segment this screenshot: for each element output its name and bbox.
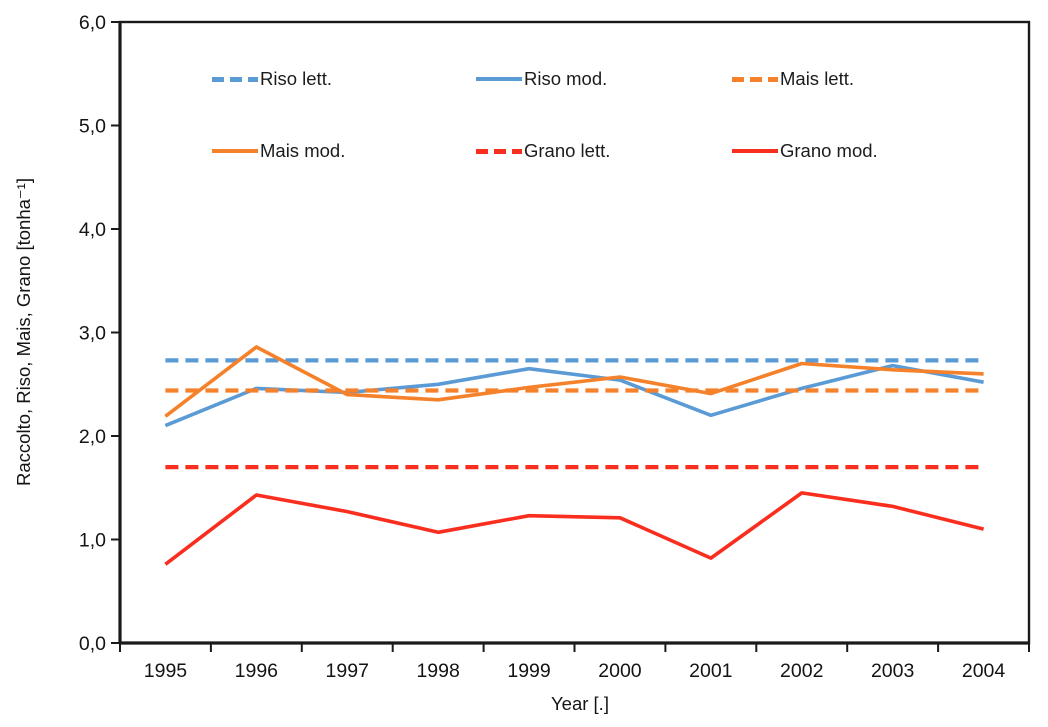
legend-item-mais-mod: Mais mod.: [212, 138, 345, 164]
y-tick-label: 4,0: [79, 219, 106, 241]
x-tick-label: 2000: [598, 660, 642, 682]
series-grano-mod: [164, 491, 985, 566]
y-tick-label: 1,0: [79, 530, 106, 552]
x-axis-title: Year [.]: [551, 693, 609, 714]
legend-item-grano-lett: Grano lett.: [476, 138, 610, 164]
series-riso-mod: [164, 363, 984, 428]
x-tick-label: 1999: [507, 660, 550, 682]
y-tick-label: 6,0: [79, 12, 106, 34]
y-tick-label: 0,0: [79, 633, 106, 655]
grano-mod-line-sample-icon: [732, 149, 778, 153]
grano-lett-line-sample-icon: [476, 148, 522, 154]
x-tick-label: 1995: [144, 660, 188, 682]
legend-label: Grano lett.: [524, 140, 611, 161]
y-tick-label: 3,0: [79, 323, 106, 345]
legend-label: Grano mod.: [780, 140, 878, 161]
legend-item-mais-lett: Mais lett.: [732, 66, 854, 92]
legend-item-riso-mod: Riso mod.: [476, 66, 607, 92]
y-tick-label: 2,0: [79, 426, 106, 448]
x-tick-label: 1998: [416, 660, 459, 682]
legend-label: Mais lett.: [780, 68, 855, 89]
legend-item-riso-lett: Riso lett.: [212, 66, 332, 92]
mais-lett-line-sample-icon: [732, 76, 778, 82]
y-axis-title: Raccolto, Riso, Mais, Grano [tonha⁻¹]: [13, 178, 34, 486]
legend-item-grano-mod: Grano mod.: [732, 138, 878, 164]
x-tick-label: 2002: [780, 660, 823, 682]
riso-mod-line-sample-icon: [476, 77, 522, 81]
y-tick-label: 5,0: [79, 116, 106, 138]
x-tick-label: 2004: [962, 660, 1006, 682]
riso-lett-line-sample-icon: [212, 76, 258, 82]
legend-label: Riso lett.: [260, 68, 332, 89]
plot-border: [118, 20, 1031, 645]
series-mais-mod: [164, 345, 984, 418]
mais-mod-line-sample-icon: [212, 149, 258, 153]
legend-label: Riso mod.: [524, 68, 608, 89]
x-tick-label: 1996: [235, 660, 278, 682]
x-tick-label: 2003: [871, 660, 914, 682]
x-tick-label: 2001: [689, 660, 732, 682]
x-tick-label: 1997: [326, 660, 369, 682]
legend-label: Mais mod.: [260, 140, 346, 161]
